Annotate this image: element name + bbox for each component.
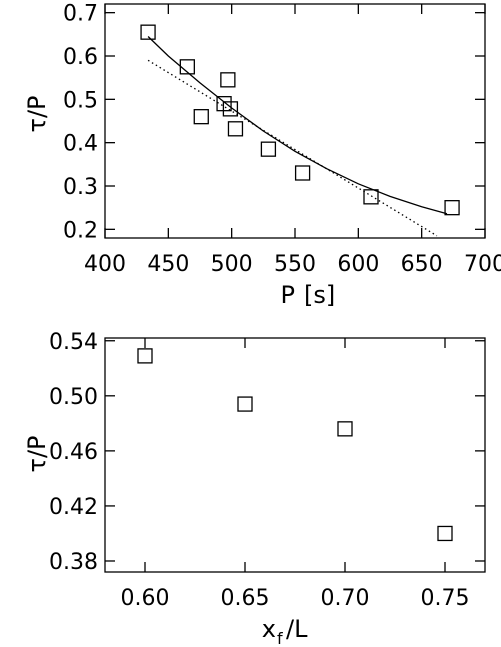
- data-point-square: [337, 421, 353, 437]
- y-tick-label: 0.54: [49, 330, 98, 355]
- y-tick-label: 0.42: [49, 495, 98, 520]
- x-tick-label: 650: [401, 252, 443, 277]
- x-tick-label: 0.70: [321, 586, 370, 611]
- x-tick-label: 0.75: [421, 586, 470, 611]
- data-point-square: [294, 165, 311, 181]
- y-tick-label: 0.4: [63, 132, 98, 157]
- data-point-square: [444, 200, 460, 216]
- data-point-square: [227, 121, 244, 137]
- x-tick-label: 700: [464, 252, 501, 277]
- data-point-square: [363, 189, 379, 205]
- y-tick-label: 0.38: [49, 550, 98, 575]
- data-point-square: [222, 101, 239, 117]
- bottom-plot-frame: [104, 337, 486, 573]
- top-x-axis-label-unit: [s]: [304, 281, 335, 309]
- data-point-square: [179, 59, 195, 75]
- data-point-square: [437, 525, 453, 542]
- bottom-x-tick-labels: 0.60 0.65 0.70 0.75: [121, 586, 470, 611]
- data-point-square: [193, 109, 209, 125]
- data-point-square: [216, 96, 232, 112]
- data-point-square: [220, 72, 236, 88]
- top-x-tick-labels: 400 450 500 550 600 650 700: [84, 252, 501, 277]
- top-ticks: [104, 4, 486, 238]
- bottom-panel: 0.60 0.65 0.70 0.75 0.380.420.460.500.54 x …: [23, 330, 486, 647]
- top-fit-dotted-line: [147, 59, 438, 237]
- top-y-axis-label: τ/P: [23, 95, 51, 132]
- y-tick-label: 0.6: [63, 45, 98, 70]
- x-tick-label: 0.65: [221, 586, 270, 611]
- x-tick-label: 500: [211, 252, 253, 277]
- y-tick-label: 0.50: [49, 385, 98, 410]
- y-tick-label: 0.2: [63, 218, 98, 243]
- top-fit-solid-line: [147, 36, 448, 215]
- y-tick-label: 0.46: [49, 440, 98, 465]
- bottom-x-axis-label-main: x: [262, 615, 276, 643]
- x-tick-label: 0.60: [121, 586, 170, 611]
- x-tick-label: 450: [147, 252, 189, 277]
- bottom-x-axis-label-rest: /L: [286, 615, 308, 643]
- x-tick-label: 600: [337, 252, 379, 277]
- bottom-x-axis-label-subscript: f: [277, 629, 283, 647]
- top-plot-frame: [104, 3, 486, 239]
- data-point-square: [140, 24, 156, 40]
- x-tick-label: 400: [84, 252, 126, 277]
- bottom-ticks: [105, 338, 485, 572]
- x-tick-label: 550: [274, 252, 316, 277]
- top-data-points: [140, 24, 460, 216]
- data-point-square: [237, 396, 253, 412]
- top-x-axis-label-main: P: [281, 281, 295, 309]
- data-point-square: [137, 348, 153, 364]
- bottom-y-tick-labels: 0.38 0.42 0.46 0.50 0.54: [49, 330, 98, 575]
- top-y-tick-labels: 0.2 0.3 0.4 0.5 0.6 0.7: [63, 2, 98, 244]
- data-point-square: [260, 141, 277, 157]
- top-panel: 400 450 500 550 600 650 700 0.2 0.3 0.4 0.5 0.6 0.7…: [23, 2, 501, 309]
- y-tick-label: 0.3: [63, 175, 98, 200]
- y-tick-label: 0.7: [63, 2, 98, 27]
- bottom-data-points: [137, 348, 453, 542]
- y-tick-label: 0.5: [63, 88, 98, 113]
- bottom-y-axis-label: τ/P: [23, 435, 51, 472]
